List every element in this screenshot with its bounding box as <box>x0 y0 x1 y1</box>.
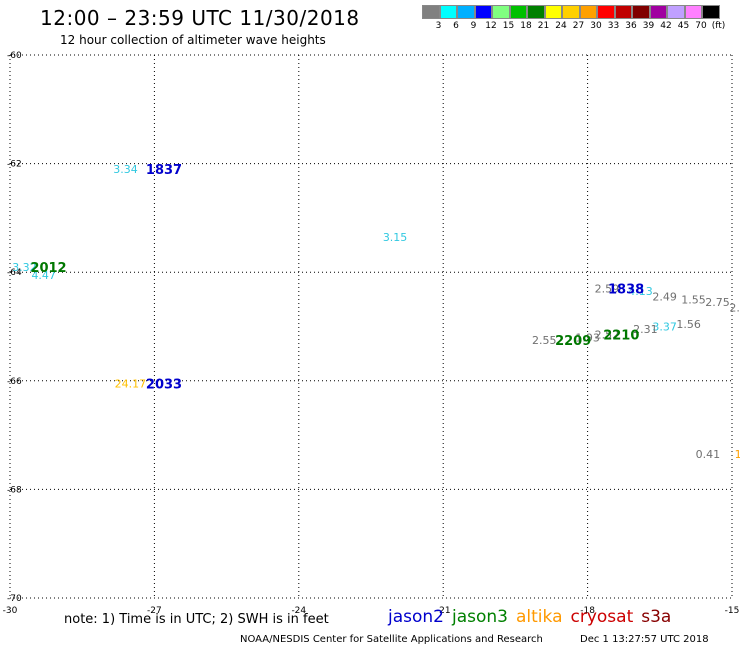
wave-height-label: 2.59 <box>595 282 620 295</box>
pass-time-label: 2012 <box>30 261 66 276</box>
y-tick-label: -60 <box>7 51 22 61</box>
wave-height-label: 1.93 <box>575 331 600 344</box>
wave-height-label: 0.41 <box>696 448 721 461</box>
scale-label: 12 <box>485 21 497 31</box>
scale-label: 9 <box>470 21 477 31</box>
color-scale-labels: 3 6 9 12 15 18 21 24 27 30 33 36 39 42 45 70 (ft) <box>422 21 740 33</box>
satellite-legend-item: jason3 <box>452 607 508 627</box>
scale-label: 21 <box>537 21 550 31</box>
scale-label: 45 <box>677 21 690 31</box>
wave-height-label: 3.37 <box>652 321 677 334</box>
x-tick-label: -15 <box>725 606 740 616</box>
scale-label: 6 <box>453 21 459 31</box>
timestamp: Dec 1 13:27:57 UTC 2018 <box>580 634 709 645</box>
scale-swatch <box>527 5 545 19</box>
wave-height-label: 2.05 <box>729 301 740 314</box>
scale-label: 42 <box>660 21 672 31</box>
pass-time-label: 2210 <box>603 329 639 344</box>
axis-ticks: -30 -27 -24 -21 -18 -15 -60 -62 -64 -66 -68 -70 <box>3 51 740 616</box>
wave-height-label: 4.47 <box>31 269 56 282</box>
scale-label: 70 <box>695 21 707 31</box>
scale-swatch <box>649 5 667 19</box>
x-tick-label: -18 <box>580 606 595 616</box>
satellite-legend-item: altika <box>516 607 563 627</box>
scale-label: 36 <box>625 21 637 31</box>
pass-time-label: 1837 <box>146 163 182 178</box>
scale-swatch <box>579 5 597 19</box>
grid-lines <box>9 54 733 599</box>
scale-label: 24 <box>555 21 567 31</box>
scale-swatch <box>614 5 632 19</box>
x-tick-label: -21 <box>436 606 451 616</box>
pass-time-label: 1838 <box>608 282 644 297</box>
scale-swatch <box>509 5 527 19</box>
y-tick-label: -64 <box>7 268 22 278</box>
scale-swatch <box>544 5 562 19</box>
wave-height-label: 2.31 <box>633 323 658 336</box>
scale-label: 3 <box>435 21 442 31</box>
satellite-legend-item: s3a <box>641 607 672 627</box>
wave-height-label: 4.13 <box>628 285 653 298</box>
satellite-legend-item: cryosat <box>570 607 634 627</box>
wave-height-label: 17 <box>735 448 740 461</box>
chart-title: 12:00 – 23:59 UTC 11/30/2018 <box>40 6 360 30</box>
data-labels: 3.34 3.15 3.324.47 2.59 4.132.49 1.552.752.05… <box>12 163 740 461</box>
y-tick-label: -62 <box>7 160 22 170</box>
scale-swatch <box>474 5 492 19</box>
scale-swatch <box>562 5 580 19</box>
scale-swatch <box>667 5 685 19</box>
scale-swatch <box>439 5 457 19</box>
x-tick-label: -27 <box>147 606 162 616</box>
scale-swatch <box>492 5 510 19</box>
wave-height-label: 3.15 <box>383 231 408 244</box>
pass-time-label: 2209 <box>555 334 591 349</box>
scale-swatch <box>632 5 650 19</box>
color-scale <box>422 5 720 19</box>
wave-height-label: 24.17 <box>115 378 147 391</box>
scale-swatch <box>684 5 702 19</box>
footer-note: note: 1) Time is in UTC; 2) SWH is in fe… <box>64 612 329 627</box>
x-tick-label: -30 <box>3 606 18 616</box>
wave-height-label: 2.75 <box>705 296 730 309</box>
scale-label: 18 <box>520 21 532 31</box>
scale-label: 27 <box>572 21 585 31</box>
scale-label: (ft) <box>711 21 726 31</box>
scale-label: 15 <box>502 21 515 31</box>
scale-swatch <box>597 5 615 19</box>
scale-label: 39 <box>642 21 655 31</box>
wave-height-label: 3.34 <box>113 163 138 176</box>
wave-height-label: 2.55 <box>532 334 557 347</box>
wave-height-label: 1.56 <box>676 318 701 331</box>
x-tick-label: -24 <box>291 606 306 616</box>
scale-label: 33 <box>607 21 620 31</box>
wave-height-label: 2.52 <box>595 329 620 342</box>
scale-swatch <box>422 5 440 19</box>
scale-swatch <box>702 5 720 19</box>
credit-line: NOAA/NESDIS Center for Satellite Applica… <box>240 634 709 645</box>
scale-label: 30 <box>590 21 602 31</box>
y-tick-label: -70 <box>7 594 22 604</box>
credit-text: NOAA/NESDIS Center for Satellite Applica… <box>240 634 543 645</box>
satellite-legend: jason2 jason3 altika cryosat s3a <box>388 607 679 627</box>
satellite-legend-item: jason2 <box>388 607 444 627</box>
chart-subtitle: 12 hour collection of altimeter wave hei… <box>60 33 326 47</box>
wave-height-label: 1.55 <box>681 293 706 306</box>
y-tick-label: -68 <box>7 485 22 495</box>
pass-time-label: 2033 <box>146 378 182 393</box>
scale-swatch <box>457 5 475 19</box>
wave-height-label: 3.32 <box>12 261 37 274</box>
wave-height-label: 2.49 <box>652 291 677 304</box>
y-tick-label: -66 <box>7 377 22 387</box>
